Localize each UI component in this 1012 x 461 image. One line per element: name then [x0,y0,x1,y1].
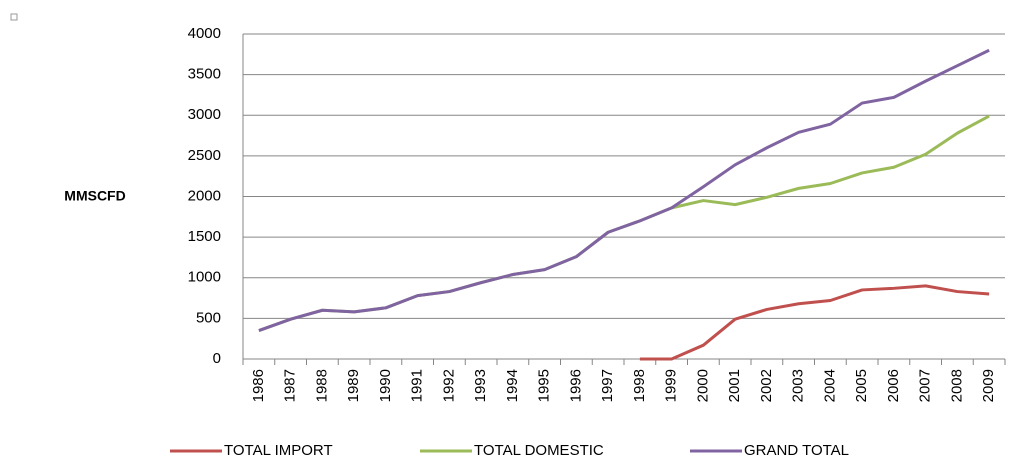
corner-icon [10,13,18,21]
x-tick-label: 1993 [472,369,489,402]
legend-label: GRAND TOTAL [744,442,849,459]
x-tick-label: 1988 [313,369,330,402]
y-axis-label: MMSCFD [64,188,125,204]
y-tick-label: 500 [196,309,221,326]
x-tick-label: 2000 [694,369,711,402]
series-line [258,114,990,332]
y-tick-label: 1000 [188,269,221,286]
series-line [258,48,990,332]
x-tick-label: 1994 [504,369,521,402]
x-tick-label: 1996 [567,369,584,402]
y-tick-label: 3500 [188,66,221,83]
series-line [639,284,990,361]
x-tick-label: 1989 [345,369,362,402]
y-tick-label: 2500 [188,147,221,164]
y-tick-label: 2000 [188,187,221,204]
x-tick-label: 2001 [726,369,743,402]
y-tick-label: 4000 [188,25,221,42]
x-tick-label: 2002 [758,369,775,402]
x-tick-label: 1987 [282,369,299,402]
x-tick-label: 2009 [980,369,997,402]
x-tick-label: 1992 [440,369,457,402]
legend-label: TOTAL IMPORT [224,442,333,459]
x-tick-label: 2004 [821,369,838,402]
x-tick-label: 1986 [250,369,267,402]
x-tick-label: 1999 [663,369,680,402]
legend-label: TOTAL DOMESTIC [474,442,604,459]
y-tick-label: 1500 [188,228,221,245]
y-tick-label: 3000 [188,106,221,123]
x-tick-label: 2008 [948,369,965,402]
x-tick-label: 1995 [536,369,553,402]
x-tick-label: 2003 [790,369,807,402]
x-tick-label: 1997 [599,369,616,402]
x-tick-label: 2005 [853,369,870,402]
x-tick-label: 1991 [409,369,426,402]
x-tick-label: 2006 [885,369,902,402]
y-tick-label: 0 [213,350,221,367]
x-tick-label: 1990 [377,369,394,402]
x-tick-label: 1998 [631,369,648,402]
x-tick-label: 2007 [917,369,934,402]
